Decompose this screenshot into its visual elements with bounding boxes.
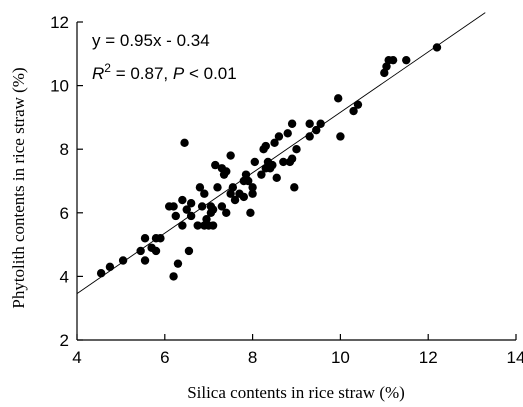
y-axis-title: Phytolith contents in rice straw (%) <box>9 67 28 308</box>
data-point <box>274 132 284 141</box>
data-point <box>246 208 255 217</box>
fit-line <box>76 12 486 294</box>
data-point <box>96 269 106 278</box>
p-value: < 0.01 <box>184 64 236 83</box>
data-point <box>349 106 358 116</box>
data-point <box>213 183 222 192</box>
data-point <box>290 183 299 192</box>
y-tick-label: 2 <box>60 331 69 350</box>
data-point <box>208 205 218 214</box>
data-point <box>222 208 231 217</box>
data-point <box>305 119 314 128</box>
data-point <box>140 256 150 265</box>
x-tick-label: 10 <box>331 348 350 367</box>
data-point <box>334 94 343 103</box>
data-point <box>250 157 259 167</box>
data-point <box>197 202 207 211</box>
data-point <box>195 183 205 192</box>
data-point <box>292 145 301 154</box>
data-point <box>244 176 253 186</box>
data-point <box>432 43 442 52</box>
data-point <box>353 100 363 109</box>
data-point <box>171 211 180 221</box>
data-point <box>186 211 196 221</box>
data-point <box>226 151 235 160</box>
data-point <box>402 55 411 65</box>
data-point <box>305 132 314 141</box>
x-axis-title: Silica contents in rice straw (%) <box>187 383 405 402</box>
y-tick-label: 6 <box>60 204 69 223</box>
data-point <box>178 195 187 205</box>
r2-symbol: R <box>92 64 104 83</box>
data-point <box>261 141 270 151</box>
data-point <box>382 62 391 71</box>
data-point <box>312 125 321 135</box>
data-points <box>96 43 442 281</box>
data-point <box>140 234 150 243</box>
data-point <box>241 170 251 179</box>
data-point <box>184 246 194 256</box>
data-point <box>178 221 187 230</box>
data-point <box>239 192 249 202</box>
data-point <box>217 202 227 211</box>
data-point <box>118 256 128 265</box>
data-point <box>230 195 240 205</box>
data-point <box>287 154 297 163</box>
x-tick-label: 4 <box>72 348 81 367</box>
r2-label: R2 = 0.87, P < 0.01 <box>92 61 237 83</box>
data-point <box>228 183 238 192</box>
data-point <box>226 189 235 198</box>
data-point <box>283 129 292 138</box>
y-tick-label: 10 <box>50 77 69 96</box>
r2-value: = 0.87, <box>111 64 173 83</box>
y-tick-label: 12 <box>50 13 69 32</box>
p-symbol: P <box>173 64 185 83</box>
data-point <box>202 214 211 224</box>
data-point <box>279 157 288 167</box>
y-tick-label: 8 <box>60 140 69 159</box>
data-point <box>156 234 165 243</box>
axes <box>76 22 516 341</box>
data-point <box>208 221 218 230</box>
regression-line <box>76 12 486 294</box>
data-point <box>169 202 178 211</box>
x-tick-label: 8 <box>248 348 257 367</box>
data-point <box>193 221 202 230</box>
data-point <box>222 167 231 176</box>
data-point <box>380 68 389 78</box>
data-point <box>173 259 183 268</box>
data-point <box>257 170 266 179</box>
data-point <box>180 138 189 148</box>
data-point <box>186 199 196 208</box>
x-tick-label: 14 <box>507 348 523 367</box>
y-tick-label: 4 <box>60 267 69 286</box>
data-point <box>270 138 279 148</box>
data-point <box>248 183 257 192</box>
data-point <box>182 205 191 214</box>
data-point <box>336 132 345 141</box>
data-point <box>136 246 145 256</box>
data-point <box>248 189 257 198</box>
equation-label: y = 0.95x - 0.34 <box>92 31 210 50</box>
data-point <box>272 173 281 183</box>
x-tick-label: 12 <box>419 348 438 367</box>
data-point <box>268 160 277 170</box>
data-point <box>105 262 115 272</box>
data-point <box>169 272 178 281</box>
data-point <box>316 119 325 128</box>
data-point <box>287 119 297 128</box>
data-point <box>388 55 398 65</box>
data-point <box>200 189 209 198</box>
x-tick-label: 6 <box>160 348 169 367</box>
data-point <box>151 246 161 256</box>
r2-exponent: 2 <box>104 61 111 75</box>
data-point <box>211 160 220 170</box>
